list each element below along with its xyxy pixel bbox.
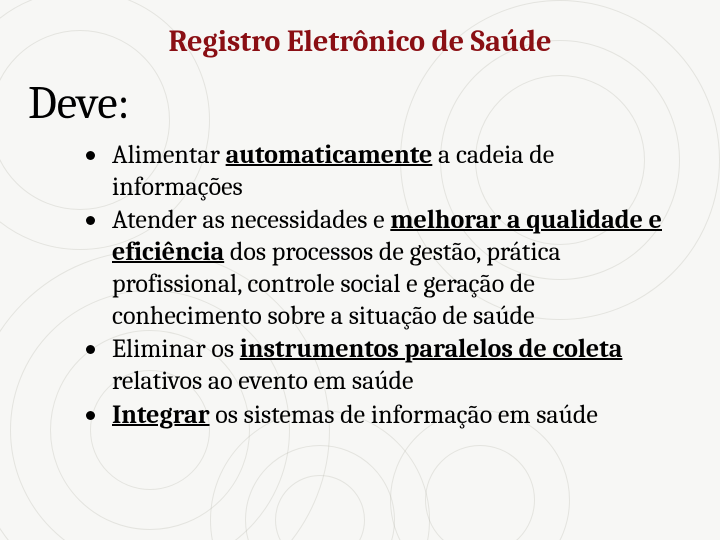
text-segment: Alimentar bbox=[112, 140, 226, 170]
text-segment: relativos ao evento em saúde bbox=[112, 366, 414, 396]
list-item: Atender as necessidades e melhorar a qua… bbox=[86, 205, 682, 332]
slide: Registro Eletrônico de Saúde Deve: Alime… bbox=[0, 0, 720, 540]
bullet-list: Alimentar automaticamente a cadeia de in… bbox=[86, 140, 682, 431]
text-segment: Integrar bbox=[112, 400, 210, 430]
list-item: Alimentar automaticamente a cadeia de in… bbox=[86, 140, 682, 203]
list-item: Integrar os sistemas de informação em sa… bbox=[86, 400, 682, 432]
slide-heading: Deve: bbox=[28, 77, 692, 130]
text-segment: Eliminar os bbox=[112, 334, 240, 364]
slide-title: Registro Eletrônico de Saúde bbox=[28, 24, 692, 59]
text-segment: automaticamente bbox=[226, 140, 433, 170]
text-segment: os sistemas de informação em saúde bbox=[210, 400, 598, 430]
list-item: Eliminar os instrumentos paralelos de co… bbox=[86, 334, 682, 397]
text-segment: Atender as necessidades e bbox=[112, 205, 390, 235]
text-segment: instrumentos paralelos de coleta bbox=[240, 334, 623, 364]
